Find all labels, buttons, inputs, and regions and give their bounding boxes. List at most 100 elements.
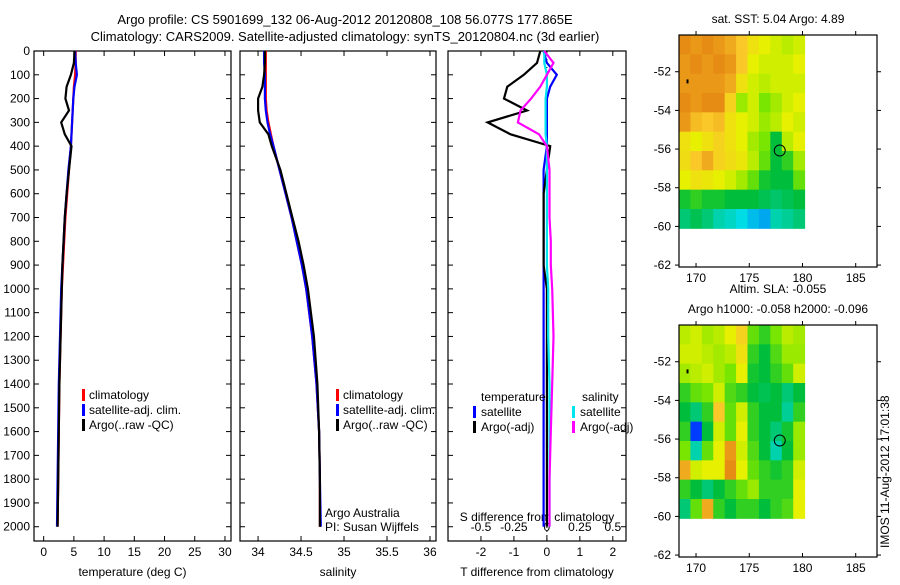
map-cell	[781, 131, 794, 152]
map-cell	[690, 344, 703, 365]
float-position-marker	[773, 144, 786, 157]
map-cell	[679, 402, 691, 423]
map-cell	[793, 35, 806, 55]
map-cell	[758, 189, 771, 210]
map-cell	[736, 112, 749, 133]
map-cell	[713, 441, 726, 461]
legend-label: Argo(-adj)	[481, 420, 534, 434]
map-cell	[736, 383, 749, 403]
map-cell	[701, 93, 714, 113]
y-tick-label: -62	[654, 258, 672, 272]
y-tick-label: 1700	[3, 448, 30, 462]
legend-label: satellite	[580, 405, 621, 419]
axes-salinity	[239, 50, 437, 542]
map-cell	[701, 421, 714, 442]
map-cell	[781, 73, 794, 94]
map-cell	[770, 460, 783, 481]
x2-tick-label: 0.5	[604, 520, 621, 534]
map-cell	[770, 131, 783, 152]
map-cell	[770, 421, 783, 442]
map-cell	[747, 460, 760, 481]
map-cell	[793, 131, 806, 152]
map-cell	[713, 73, 726, 94]
map-cell	[701, 460, 714, 481]
map-cell	[724, 170, 737, 191]
x-tick-label: 180	[792, 561, 812, 575]
legend-swatch	[473, 421, 476, 433]
y-tick-label: 1800	[3, 472, 30, 486]
x-axis-label: salinity	[320, 565, 357, 579]
map-cell	[747, 54, 760, 75]
y-tick-label: -52	[654, 355, 672, 369]
map-cell	[679, 209, 691, 229]
map-cell	[690, 479, 703, 500]
series-satellite	[543, 51, 551, 527]
map-cell	[713, 170, 726, 191]
map-cell	[736, 325, 749, 345]
x-tick-label: 185	[846, 561, 866, 575]
map-cell	[690, 421, 703, 442]
axes-difference	[447, 50, 627, 542]
map-cell	[713, 131, 726, 152]
map-cell	[679, 189, 691, 210]
map-cell	[781, 402, 794, 423]
map-subtitle: Argo h1000: -0.058 h2000: -0.096	[688, 302, 868, 316]
map-cell	[736, 54, 749, 75]
series-argo-adj-	[516, 50, 555, 527]
map-cell	[701, 499, 714, 519]
credit-line2: PI: Susan Wijffels	[325, 520, 419, 534]
map-cell	[781, 151, 794, 171]
map-cell	[747, 344, 760, 365]
map-cell	[690, 189, 703, 210]
map-cell	[781, 112, 794, 133]
map-cell	[793, 54, 806, 75]
map-cell	[713, 402, 726, 423]
legend-swatch	[82, 404, 85, 416]
x-tick-label: 20	[158, 545, 172, 559]
map-cell	[758, 170, 771, 191]
x-tick-label: 170	[686, 271, 706, 285]
map-cell	[770, 151, 783, 171]
map-cell	[747, 112, 760, 133]
map-cell	[793, 460, 806, 481]
x-tick-label: 185	[846, 271, 866, 285]
map-cell	[793, 73, 806, 94]
map-cell	[736, 73, 749, 94]
x-tick-label: -2	[476, 545, 487, 559]
map-cell	[770, 325, 783, 345]
map-cell	[724, 499, 737, 519]
map-cell	[781, 363, 794, 384]
map-cell	[713, 54, 726, 75]
y-tick-label: -52	[654, 65, 672, 79]
map-title: sat. SST: 5.04 Argo: 4.89	[712, 12, 845, 26]
map-cell	[701, 54, 714, 75]
map-cell	[713, 35, 726, 55]
map-cell	[758, 402, 771, 423]
map-cell	[770, 54, 783, 75]
map-cell	[736, 499, 749, 519]
map-cell	[736, 131, 749, 152]
map-cell	[724, 73, 737, 94]
series-satellite	[542, 50, 559, 527]
y-tick-label: -58	[654, 471, 672, 485]
map-cell	[758, 73, 771, 94]
map-cell	[770, 363, 783, 384]
timestamp: IMOS 11-Aug-2012 17:01:38	[878, 395, 892, 548]
map-cell	[770, 93, 783, 113]
map-cell	[781, 325, 794, 345]
map-cell	[736, 402, 749, 423]
x-axis-label: T difference from climatology	[460, 565, 614, 579]
map-cell	[793, 209, 806, 229]
map-cell	[679, 441, 691, 461]
map-cell	[758, 441, 771, 461]
map-cell	[781, 209, 794, 229]
map-cell	[793, 479, 806, 500]
map-cell	[770, 35, 783, 55]
legend-label: satellite-adj. clim.	[343, 403, 435, 417]
map-cell	[747, 499, 760, 519]
series-argo-adj-	[484, 50, 552, 527]
map-cell	[770, 112, 783, 133]
map-cell	[690, 363, 703, 384]
